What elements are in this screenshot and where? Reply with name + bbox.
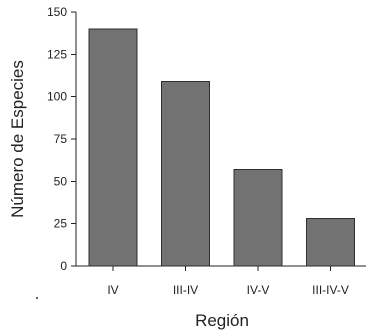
bar-series: [88, 28, 355, 267]
y-tick-label: 0: [60, 259, 67, 273]
bar-iii-iv: [161, 80, 210, 267]
bar-iii-iv-v: [306, 218, 355, 267]
y-axis: 0 25 50 75 100 125 150: [47, 5, 77, 273]
x-axis: IV III-IV IV-V III-IV-V: [76, 265, 366, 297]
y-tick-label: 50: [54, 174, 68, 188]
x-tick-label: III-IV-V: [312, 283, 349, 297]
x-tick-label: III-IV: [173, 283, 198, 297]
x-tick-label: IV: [107, 283, 118, 297]
bar-iv-v: [233, 168, 283, 267]
y-axis-title: Número de Especies: [8, 60, 27, 218]
y-tick-label: 100: [47, 90, 67, 104]
scan-speck: [35, 296, 39, 300]
y-tick-label: 150: [47, 5, 67, 19]
y-tick-label: 75: [54, 132, 68, 146]
y-tick-label: 25: [54, 217, 68, 231]
x-axis-title: Región: [195, 311, 249, 330]
bar-iv: [88, 28, 138, 267]
y-tick-label: 125: [47, 47, 67, 61]
x-tick-label: IV-V: [247, 283, 270, 297]
